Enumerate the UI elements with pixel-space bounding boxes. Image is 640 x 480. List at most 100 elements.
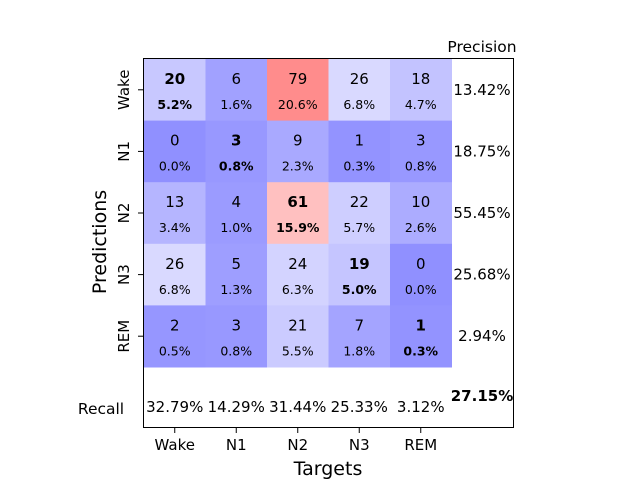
x-tick-label: N3 <box>349 436 370 454</box>
recall-label: Recall <box>78 400 124 418</box>
x-ticks: Wake N1 N2 N3 REM <box>155 428 437 454</box>
cell-percentage: 0.0% <box>405 282 437 297</box>
y-tick-label: N1 <box>115 141 133 162</box>
matrix-cell-n3-n2 <box>267 243 329 306</box>
matrix-cell-rem-n2 <box>267 305 329 368</box>
cell-percentage: 0.8% <box>220 343 252 358</box>
cell-count: 2 <box>170 316 180 334</box>
matrix-cell-wake-n2 <box>267 59 329 122</box>
x-tick-label: REM <box>404 436 437 454</box>
cell-percentage: 6.3% <box>282 282 314 297</box>
matrix-cell-n1-n3 <box>328 120 391 183</box>
recall-row: 32.79% 14.29% 31.44% 25.33% 3.12% <box>146 398 444 416</box>
cell-count: 79 <box>288 70 307 88</box>
matrix-cell-wake-rem <box>390 59 452 122</box>
cell-count: 24 <box>288 255 307 273</box>
matrix-cell-n1-n2 <box>267 120 329 183</box>
cell-count: 13 <box>165 193 184 211</box>
recall-value: 14.29% <box>208 398 265 416</box>
matrix-cell-rem-rem <box>390 305 452 368</box>
precision-header: Precision <box>447 38 516 56</box>
cell-percentage: 5.2% <box>157 97 192 112</box>
cell-count: 6 <box>231 70 241 88</box>
cell-percentage: 6.8% <box>343 97 375 112</box>
precision-value: 25.68% <box>453 266 510 284</box>
recall-value: 25.33% <box>331 398 388 416</box>
matrix-cells <box>144 59 452 368</box>
cell-count: 19 <box>349 255 370 273</box>
precision-value: 18.75% <box>453 142 510 160</box>
recall-value: 31.44% <box>269 398 326 416</box>
cell-count: 5 <box>231 255 241 273</box>
cell-count: 18 <box>411 70 430 88</box>
cell-percentage: 4.7% <box>405 97 437 112</box>
matrix-cell-n2-n2 <box>267 182 329 245</box>
cell-count: 26 <box>165 255 184 273</box>
precision-value: 2.94% <box>458 327 506 345</box>
recall-value: 3.12% <box>397 398 445 416</box>
cell-count: 1 <box>354 132 364 150</box>
cell-percentage: 5.5% <box>282 343 314 358</box>
matrix-cell-n2-rem <box>390 182 452 245</box>
cell-percentage: 1.0% <box>220 220 252 235</box>
matrix-cell-n2-n3 <box>328 182 391 245</box>
cell-count: 20 <box>164 70 185 88</box>
axes-frame <box>143 58 514 428</box>
cell-count: 3 <box>416 132 426 150</box>
matrix-cell-rem-wake <box>144 305 206 368</box>
cell-count: 21 <box>288 316 307 334</box>
matrix-cell-n1-rem <box>390 120 452 183</box>
cell-count: 22 <box>350 193 369 211</box>
cell-count: 9 <box>293 132 303 150</box>
matrix-cell-n1-wake <box>144 120 206 183</box>
matrix-cell-wake-n1 <box>205 59 268 122</box>
cell-percentage: 1.3% <box>220 282 252 297</box>
matrix-cell-labels: 205.2%61.6%7920.6%266.8%184.7%00.0%30.8%… <box>157 70 438 358</box>
matrix-cell-n3-wake <box>144 243 206 306</box>
matrix-cell-n2-n1 <box>205 182 268 245</box>
precision-value: 55.45% <box>453 204 510 222</box>
matrix-cell-rem-n1 <box>205 305 268 368</box>
x-axis-label: Targets <box>293 458 363 480</box>
matrix-cell-n3-rem <box>390 243 452 306</box>
matrix-cell-n2-wake <box>144 182 206 245</box>
cell-percentage: 1.6% <box>220 97 252 112</box>
cell-percentage: 2.3% <box>282 159 314 174</box>
cell-count: 10 <box>411 193 430 211</box>
cell-percentage: 15.9% <box>276 220 320 235</box>
cell-percentage: 3.4% <box>159 220 191 235</box>
x-tick-label: N2 <box>287 436 308 454</box>
x-tick-label: N1 <box>226 436 247 454</box>
y-tick-label: REM <box>115 320 133 353</box>
cell-count: 0 <box>416 255 426 273</box>
cell-percentage: 0.8% <box>405 159 437 174</box>
y-tick-label: N2 <box>115 203 133 224</box>
matrix-cell-n3-n1 <box>205 243 268 306</box>
cell-count: 3 <box>231 132 241 150</box>
cell-count: 26 <box>350 70 369 88</box>
cell-count: 61 <box>287 193 308 211</box>
y-ticks: Wake N1 N2 N3 REM <box>115 70 143 353</box>
cell-percentage: 0.3% <box>403 343 438 358</box>
cell-count: 0 <box>170 132 180 150</box>
cell-percentage: 0.5% <box>159 343 191 358</box>
y-tick-label: Wake <box>115 70 133 110</box>
cell-count: 7 <box>354 316 364 334</box>
cell-count: 1 <box>416 316 426 334</box>
cell-percentage: 5.7% <box>343 220 375 235</box>
x-tick-label: Wake <box>155 436 195 454</box>
matrix-cell-n3-n3 <box>328 243 391 306</box>
matrix-cell-wake-wake <box>144 59 206 122</box>
cell-count: 3 <box>231 316 241 334</box>
matrix-cell-n1-n1 <box>205 120 268 183</box>
cell-percentage: 0.0% <box>159 159 191 174</box>
precision-column: 13.42% 18.75% 55.45% 25.68% 2.94% <box>453 81 510 345</box>
cell-percentage: 0.8% <box>219 159 254 174</box>
y-axis-label: Predictions <box>89 190 111 294</box>
cell-percentage: 6.8% <box>159 282 191 297</box>
cell-percentage: 5.0% <box>342 282 377 297</box>
y-tick-label: N3 <box>115 264 133 285</box>
matrix-cell-rem-n3 <box>328 305 391 368</box>
cell-count: 4 <box>231 193 241 211</box>
